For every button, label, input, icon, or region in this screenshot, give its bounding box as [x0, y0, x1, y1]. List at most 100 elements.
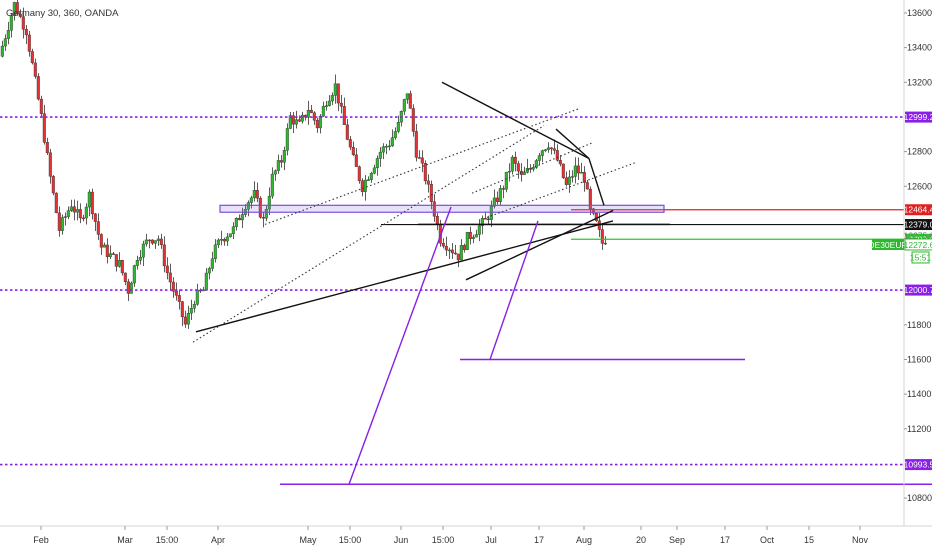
candle-body	[426, 180, 430, 185]
y-tick-label: 13600.0	[907, 8, 932, 18]
supply-zone[interactable]	[219, 204, 665, 213]
candle-body	[180, 301, 184, 318]
level-price-label: 12000.7	[904, 285, 932, 295]
candle-body	[219, 239, 223, 241]
candle-body	[45, 142, 49, 153]
candle-body	[567, 176, 571, 185]
candle-body	[465, 231, 469, 251]
candle-body	[582, 172, 586, 183]
countdown-label: 15:51	[910, 252, 932, 262]
candle-body	[510, 156, 514, 172]
candle-body	[525, 168, 529, 173]
candle-body	[150, 239, 154, 244]
lower-channel-line[interactable]	[465, 209, 614, 281]
candle-body	[111, 253, 115, 255]
candle-body	[168, 272, 172, 283]
candle-body	[594, 213, 598, 221]
candle-body	[504, 171, 508, 190]
candle-body	[444, 245, 448, 251]
candle-body	[297, 119, 301, 122]
candle-body	[225, 236, 229, 242]
y-tick-label: 13200.0	[907, 77, 932, 87]
projection-line-2[interactable]	[489, 220, 539, 360]
descending-resistance-line[interactable]	[441, 81, 590, 160]
candle-body	[51, 176, 55, 194]
y-tick-label: 12600.0	[907, 181, 932, 191]
candle-body	[570, 176, 574, 178]
projection-line-1[interactable]	[348, 206, 452, 485]
x-tick-label: Oct	[760, 535, 775, 545]
candle-body	[129, 282, 133, 294]
level-price-badge	[905, 111, 932, 123]
candle-body	[492, 197, 496, 207]
candle-body	[513, 156, 517, 164]
candle-body	[324, 105, 328, 107]
candle-body	[549, 147, 553, 150]
candle-body	[207, 268, 211, 274]
candle-body	[39, 98, 43, 114]
x-tick-label: Apr	[211, 535, 225, 545]
y-tick-label: 11200.0	[907, 424, 932, 434]
candle-body	[204, 272, 208, 291]
candle-body	[231, 226, 235, 234]
candle-body	[576, 165, 580, 174]
candle-body	[342, 106, 346, 125]
candle-body	[393, 131, 397, 138]
candle-body	[9, 15, 13, 31]
candle-body	[93, 213, 97, 222]
x-tick-label: 20	[636, 535, 646, 545]
candle-body	[240, 214, 244, 221]
candle-body	[558, 160, 562, 165]
drawings-layer	[192, 81, 932, 485]
candle-body	[276, 160, 280, 171]
last-price-label: 12272.6	[904, 240, 932, 250]
candle-body	[501, 188, 505, 190]
candle-body	[15, 2, 19, 15]
symbol-badge	[872, 238, 904, 250]
candle-body	[369, 173, 373, 180]
candle-body	[561, 163, 565, 178]
candle-body	[486, 218, 490, 221]
candle-body	[585, 182, 589, 190]
candle-body	[60, 217, 64, 231]
resistance-curve-2[interactable]	[588, 158, 605, 206]
candle-body	[354, 154, 358, 167]
level-price-badge	[905, 284, 932, 296]
candle-body	[6, 30, 10, 39]
dotted-trend-1[interactable]	[192, 125, 545, 343]
candle-body	[522, 172, 526, 175]
price-axis[interactable]: 13600.0 13400.0 13200.0 12800.0 12600.0 11800…	[904, 8, 932, 503]
candle-body	[102, 244, 106, 248]
candle-body	[90, 191, 94, 215]
candle-body	[66, 210, 70, 217]
x-tick-label: Aug	[576, 535, 592, 545]
candle-body	[543, 149, 547, 151]
candle-body	[552, 148, 556, 151]
time-axis[interactable]: Feb Mar 15:00 Apr May 15:00 Jun 15:00 Jul 17 Aug 20…	[33, 526, 868, 545]
y-tick-label: 11800.0	[907, 320, 932, 330]
candle-body	[144, 239, 148, 245]
candle-body	[96, 221, 100, 235]
candle-body	[285, 128, 289, 151]
dotted-trend-4[interactable]	[471, 142, 593, 194]
candle-body	[462, 245, 466, 251]
candle-body	[99, 234, 103, 248]
candle-body	[72, 206, 76, 213]
x-tick-label: 17	[720, 535, 730, 545]
candle-body	[294, 119, 298, 125]
candle-body	[603, 242, 607, 245]
candle-body	[381, 146, 385, 153]
dotted-trend-3[interactable]	[486, 161, 638, 218]
last-price-badge	[904, 238, 932, 251]
candle-body	[441, 242, 445, 247]
candle-body	[264, 208, 268, 219]
candle-body	[579, 172, 583, 174]
candle-body	[345, 124, 349, 140]
candle-body	[387, 145, 391, 148]
x-tick-label: 15:00	[432, 535, 455, 545]
uptrend-support-line[interactable]	[195, 220, 614, 333]
candle-body	[159, 238, 163, 246]
resistance-curve-1[interactable]	[555, 128, 590, 160]
